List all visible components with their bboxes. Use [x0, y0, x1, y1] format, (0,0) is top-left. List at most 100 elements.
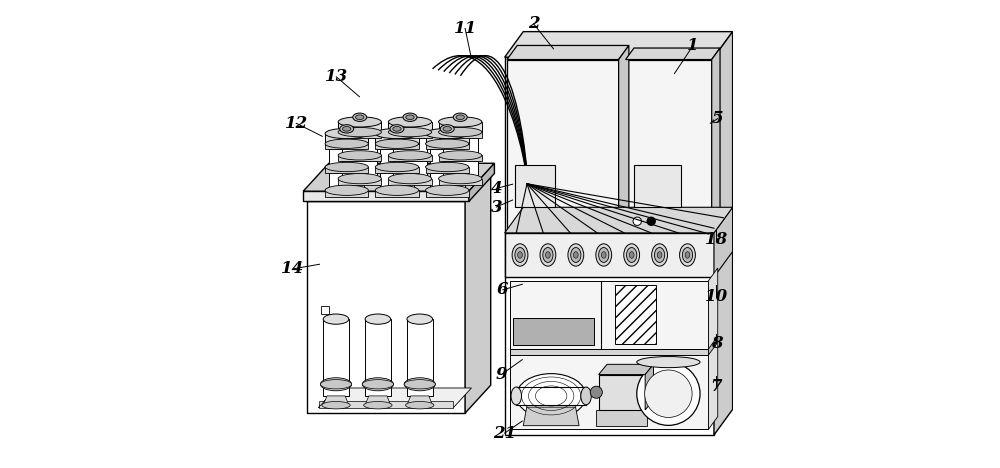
- Polygon shape: [338, 155, 381, 161]
- Ellipse shape: [439, 174, 482, 184]
- Polygon shape: [393, 161, 427, 179]
- Ellipse shape: [362, 380, 393, 389]
- Text: 7: 7: [711, 378, 722, 395]
- Polygon shape: [329, 149, 364, 167]
- Polygon shape: [515, 165, 555, 207]
- Ellipse shape: [356, 115, 364, 119]
- Ellipse shape: [654, 248, 665, 263]
- Polygon shape: [375, 190, 419, 197]
- Circle shape: [645, 370, 692, 417]
- Polygon shape: [626, 48, 720, 59]
- Ellipse shape: [596, 244, 612, 266]
- Ellipse shape: [511, 387, 522, 405]
- Polygon shape: [708, 268, 718, 430]
- Polygon shape: [599, 364, 654, 374]
- Ellipse shape: [404, 378, 435, 391]
- Polygon shape: [388, 122, 432, 132]
- Ellipse shape: [390, 124, 404, 133]
- Polygon shape: [303, 163, 494, 191]
- Polygon shape: [338, 132, 381, 138]
- Ellipse shape: [543, 248, 553, 263]
- Polygon shape: [443, 161, 478, 179]
- Polygon shape: [388, 179, 432, 185]
- Ellipse shape: [375, 128, 419, 139]
- Circle shape: [637, 362, 700, 425]
- Polygon shape: [307, 201, 465, 413]
- Polygon shape: [338, 179, 381, 185]
- Polygon shape: [465, 174, 491, 413]
- Ellipse shape: [364, 402, 392, 409]
- Ellipse shape: [624, 244, 640, 266]
- Ellipse shape: [581, 387, 591, 405]
- Ellipse shape: [325, 162, 368, 172]
- Ellipse shape: [652, 244, 667, 266]
- Ellipse shape: [338, 151, 381, 160]
- Ellipse shape: [515, 248, 525, 263]
- Ellipse shape: [685, 252, 690, 258]
- Ellipse shape: [323, 314, 349, 324]
- Ellipse shape: [426, 128, 469, 139]
- Ellipse shape: [516, 373, 586, 418]
- Text: 14: 14: [281, 260, 305, 278]
- Polygon shape: [507, 45, 629, 59]
- Polygon shape: [469, 163, 494, 201]
- Polygon shape: [380, 173, 414, 190]
- Ellipse shape: [439, 151, 482, 160]
- Ellipse shape: [338, 174, 381, 184]
- Polygon shape: [426, 133, 469, 144]
- Polygon shape: [714, 207, 733, 277]
- Polygon shape: [388, 155, 432, 161]
- Polygon shape: [505, 57, 714, 435]
- Circle shape: [633, 217, 641, 226]
- Ellipse shape: [403, 113, 417, 121]
- Polygon shape: [342, 161, 377, 179]
- Polygon shape: [426, 167, 469, 173]
- Text: 1: 1: [687, 37, 699, 54]
- Polygon shape: [325, 190, 368, 197]
- Polygon shape: [439, 132, 482, 138]
- Ellipse shape: [322, 402, 350, 409]
- Ellipse shape: [388, 127, 432, 137]
- Ellipse shape: [682, 248, 693, 263]
- Polygon shape: [338, 122, 381, 132]
- Polygon shape: [325, 144, 368, 149]
- Ellipse shape: [599, 248, 609, 263]
- Ellipse shape: [512, 244, 528, 266]
- Ellipse shape: [406, 115, 414, 119]
- Polygon shape: [323, 396, 349, 405]
- Polygon shape: [407, 396, 433, 405]
- Ellipse shape: [340, 124, 354, 133]
- Ellipse shape: [574, 252, 578, 258]
- Ellipse shape: [388, 151, 432, 160]
- Ellipse shape: [518, 252, 522, 258]
- Text: 8: 8: [711, 335, 722, 352]
- Ellipse shape: [375, 185, 419, 195]
- Ellipse shape: [568, 244, 584, 266]
- Text: 2: 2: [528, 15, 539, 32]
- Polygon shape: [505, 233, 714, 277]
- Ellipse shape: [540, 244, 556, 266]
- Ellipse shape: [325, 139, 368, 148]
- Ellipse shape: [404, 380, 435, 389]
- Ellipse shape: [657, 252, 662, 258]
- Polygon shape: [321, 306, 329, 314]
- Ellipse shape: [637, 357, 700, 368]
- Polygon shape: [329, 173, 364, 190]
- Polygon shape: [510, 349, 708, 355]
- Ellipse shape: [629, 252, 634, 258]
- Polygon shape: [325, 133, 368, 144]
- Ellipse shape: [406, 402, 434, 409]
- Polygon shape: [375, 167, 419, 173]
- Ellipse shape: [426, 139, 469, 148]
- Ellipse shape: [546, 252, 550, 258]
- Polygon shape: [443, 138, 478, 155]
- Text: 11: 11: [453, 20, 477, 37]
- Polygon shape: [375, 133, 419, 144]
- Polygon shape: [619, 45, 629, 233]
- Polygon shape: [307, 174, 491, 201]
- Polygon shape: [708, 336, 718, 355]
- Polygon shape: [645, 364, 654, 410]
- Polygon shape: [523, 407, 579, 426]
- Ellipse shape: [453, 113, 467, 121]
- Polygon shape: [516, 387, 586, 405]
